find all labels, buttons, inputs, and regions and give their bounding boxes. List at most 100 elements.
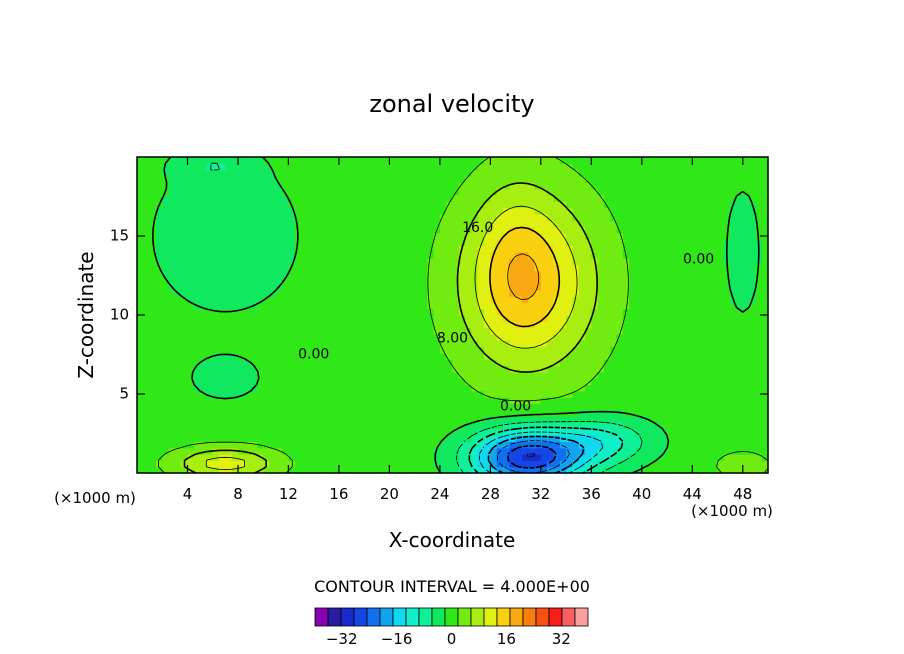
heat-cell (427, 213, 435, 221)
heat-cell (193, 352, 201, 360)
heat-cell (263, 359, 271, 367)
heat-cell (376, 454, 384, 461)
heat-cell (212, 327, 220, 335)
heat-cell (736, 251, 744, 259)
heat-cell (616, 283, 624, 291)
heat-cell (332, 169, 340, 177)
heat-cell (212, 182, 220, 190)
heat-cell (383, 207, 390, 215)
heat-cell (231, 207, 239, 215)
heat-cell (509, 283, 517, 291)
heat-cell (149, 384, 157, 392)
heat-cell (471, 163, 479, 171)
heat-cell (578, 371, 586, 379)
heat-cell (547, 289, 555, 297)
heat-cell (275, 333, 283, 341)
heat-cell (736, 157, 744, 164)
heat-cell (200, 258, 208, 266)
heat-cell (603, 352, 611, 360)
heat-cell (465, 315, 473, 322)
heat-cell (181, 384, 189, 392)
heat-cell (603, 346, 611, 354)
heat-cell (490, 188, 498, 196)
heat-cell (692, 264, 700, 272)
heat-cell (408, 302, 416, 310)
heat-cell (553, 220, 561, 228)
heat-cell (502, 302, 510, 310)
heat-cell (364, 175, 372, 183)
heat-cell (528, 232, 536, 240)
heat-cell (376, 422, 384, 430)
heat-cell (364, 226, 372, 234)
heat-cell (263, 435, 271, 442)
heat-cell (572, 403, 580, 411)
heat-cell (408, 245, 416, 253)
heat-cell (465, 289, 473, 297)
heat-cell (667, 232, 674, 240)
heat-cell (446, 447, 454, 455)
heat-cell (484, 163, 491, 171)
heat-cell (660, 409, 668, 417)
heat-cell (622, 157, 630, 164)
heat-cell (515, 428, 523, 436)
heat-cell (704, 296, 712, 303)
heat-cell (553, 466, 561, 474)
heat-cell (446, 441, 454, 449)
heat-cell (635, 346, 643, 354)
heat-cell (357, 239, 365, 247)
heat-cell (427, 422, 435, 430)
heat-cell (402, 188, 409, 196)
heat-cell (193, 378, 201, 386)
heat-cell (452, 390, 460, 398)
heat-cell (301, 270, 308, 278)
heat-cell (446, 175, 454, 183)
heat-cell (181, 428, 189, 436)
heat-cell (597, 157, 605, 164)
heat-cell (200, 245, 208, 253)
heat-cell (553, 270, 561, 278)
heat-cell (244, 333, 252, 341)
heat-cell (547, 194, 555, 202)
heat-cell (143, 378, 151, 386)
heat-cell (603, 251, 611, 259)
heat-cell (420, 201, 428, 209)
heat-cell (155, 175, 163, 183)
heat-cell (351, 207, 359, 215)
heat-cell (313, 454, 321, 461)
heat-cell (174, 422, 182, 430)
heat-cell (471, 378, 479, 386)
heat-cell (326, 277, 334, 284)
heat-cell (187, 239, 195, 247)
heat-cell (566, 441, 573, 449)
heat-cell (730, 169, 738, 177)
heat-cell (351, 390, 359, 398)
heat-cell (515, 454, 523, 461)
heat-cell (383, 460, 390, 468)
heat-cell (338, 397, 346, 405)
heat-cell (578, 359, 586, 367)
heat-cell (370, 403, 378, 411)
heat-cell (673, 270, 681, 278)
heat-cell (723, 359, 731, 367)
heat-cell (187, 371, 195, 379)
heat-cell (338, 194, 346, 202)
heat-cell (502, 277, 510, 284)
heat-cell (736, 327, 744, 335)
heat-cell (673, 245, 681, 253)
heat-cell (402, 371, 409, 379)
heat-cell (338, 188, 346, 196)
heat-cell (654, 466, 662, 474)
heat-cell (149, 201, 157, 209)
heat-cell (376, 359, 384, 367)
heat-cell (408, 207, 416, 215)
heat-cell (351, 447, 359, 455)
heat-cell (667, 466, 674, 474)
heat-cell (692, 384, 700, 392)
heat-cell (521, 454, 529, 461)
heat-cell (648, 454, 656, 461)
heat-cell (269, 207, 277, 215)
heat-cell (137, 371, 144, 379)
heat-cell (477, 359, 485, 367)
heat-cell (137, 220, 144, 228)
heat-cell (174, 327, 182, 335)
